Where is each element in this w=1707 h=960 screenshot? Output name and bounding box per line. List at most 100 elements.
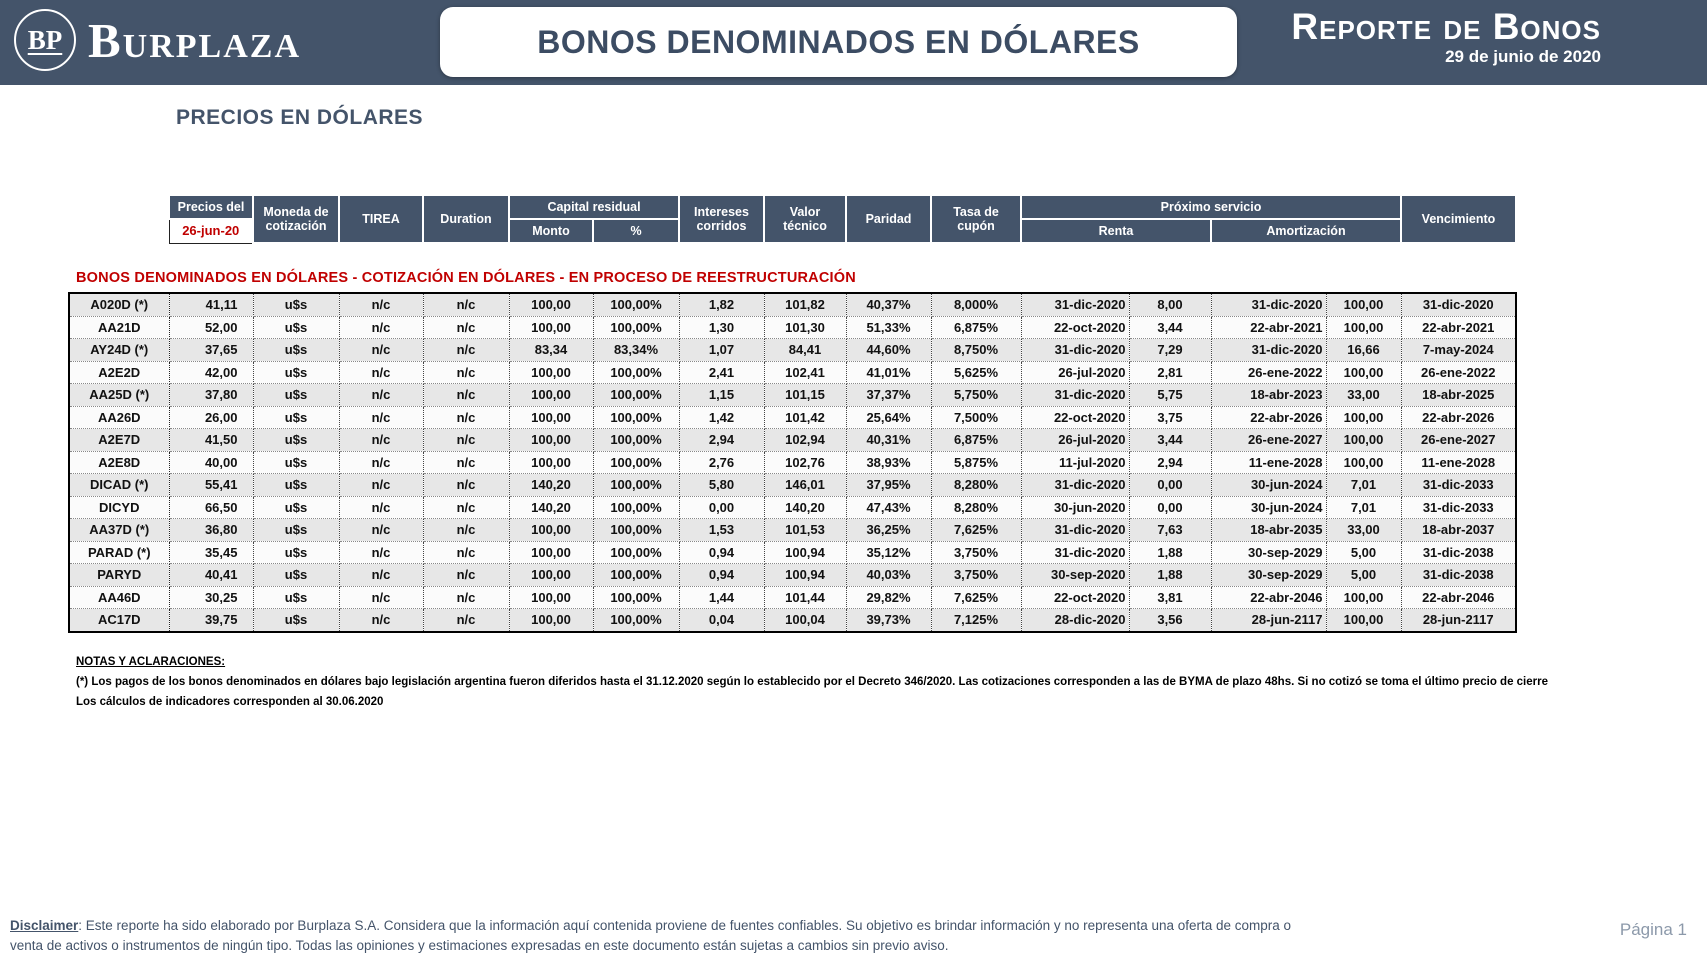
table-cell: 2,94 [1129,451,1212,474]
table-row: PARAD (*) 35,45 u$s n/c n/c 100,00 100,00% 0,94… [69,541,1517,564]
table-cell: 7,29 [1129,338,1212,362]
header-amortizacion: Amortización [1210,218,1402,244]
table-cell: n/c [423,563,510,587]
table-cell: 100,00% [593,293,680,317]
table-row: AY24D (*) 37,65 u$s n/c n/c 83,34 83,34% 1,07 84… [69,338,1517,362]
table-cell: 101,53 [764,518,847,542]
table-cell: n/c [339,361,424,384]
table-cell: 2,94 [679,428,765,452]
table-cell: 83,34% [593,338,680,362]
table-cell: 11-ene-2028 [1211,451,1327,474]
table-cell: n/c [339,563,424,587]
table-cell: 29,82% [846,586,932,609]
table-cell: 100,00 [509,361,594,384]
page-number: Página 1 [1619,920,1687,939]
table-cell: 31-dic-2020 [1021,541,1130,564]
table-cell: 7,625% [931,586,1022,609]
table-cell: 2,41 [679,361,765,384]
report-date: 29 de junio de 2020 [1445,46,1601,66]
header-precios-del: Precios del [168,194,254,220]
header-tasa-cupon: Tasa de cupón [930,194,1022,244]
table-cell: n/c [339,541,424,564]
table-cell: 1,42 [679,406,765,429]
table-cell: n/c [339,586,424,609]
table-cell: 7,01 [1326,473,1402,497]
table-row: AA26D 26,00 u$s n/c n/c 100,00 100,00% 1,42 101,… [69,406,1517,429]
bond-ticker-cell: DICAD (*) [69,473,170,497]
table-row: DICYD 66,50 u$s n/c n/c 140,20 100,00% 0,00 140,… [69,496,1517,519]
table-cell: 0,00 [1129,473,1212,497]
table-cell: 100,00% [593,316,680,339]
bond-ticker-cell: AA37D (*) [69,518,170,542]
header-proximo-servicio: Próximo servicio [1020,194,1402,220]
report-name: Reporte de Bonos [1291,6,1601,47]
table-row: AA37D (*) 36,80 u$s n/c n/c 100,00 100,00% 1,53… [69,518,1517,542]
table-group-title: BONOS DENOMINADOS EN DÓLARES - COTIZACIÓ… [76,270,856,286]
table-cell: n/c [423,586,510,609]
table-cell: u$s [253,451,340,474]
table-cell: u$s [253,361,340,384]
header-duration: Duration [422,194,510,244]
table-cell: 100,00% [593,586,680,609]
table-cell: 0,94 [679,563,765,587]
table-cell: 1,82 [679,293,765,317]
table-cell: 22-oct-2020 [1021,586,1130,609]
table-cell: 36,80 [169,518,254,542]
table-cell: 30-jun-2024 [1211,473,1327,497]
table-cell: 30-sep-2029 [1211,541,1327,564]
table-cell: 35,12% [846,541,932,564]
table-cell: 2,76 [679,451,765,474]
table-cell: 40,31% [846,428,932,452]
table-cell: 1,44 [679,586,765,609]
table-cell: 100,00 [1326,586,1402,609]
table-cell: 26-ene-2027 [1401,428,1517,452]
header-renta: Renta [1020,218,1212,244]
table-cell: n/c [423,316,510,339]
table-row: A2E8D 40,00 u$s n/c n/c 100,00 100,00% 2,76 102,… [69,451,1517,474]
table-cell: 3,75 [1129,406,1212,429]
table-cell: 101,82 [764,293,847,317]
table-cell: 100,00% [593,541,680,564]
table-cell: 22-abr-2046 [1401,586,1517,609]
table-cell: 5,00 [1326,541,1402,564]
table-cell: 25,64% [846,406,932,429]
header-valor-tecnico: Valor técnico [763,194,847,244]
header-capital-residual: Capital residual [508,194,680,220]
table-cell: n/c [423,541,510,564]
table-cell: 30-sep-2029 [1211,563,1327,587]
table-cell: 26-ene-2022 [1401,361,1517,384]
table-cell: 1,15 [679,383,765,407]
table-cell: 1,88 [1129,541,1212,564]
table-cell: 100,00 [509,451,594,474]
table-cell: 100,00% [593,383,680,407]
table-cell: 41,50 [169,428,254,452]
table-cell: 52,00 [169,316,254,339]
table-cell: 42,00 [169,361,254,384]
table-cell: 7,500% [931,406,1022,429]
table-cell: 16,66 [1326,338,1402,362]
table-cell: 6,875% [931,428,1022,452]
table-cell: 5,80 [679,473,765,497]
bond-ticker-cell: A020D (*) [69,293,170,317]
table-cell: n/c [423,406,510,429]
table-cell: 5,75 [1129,383,1212,407]
table-cell: u$s [253,428,340,452]
disclaimer-text: : Este reporte ha sido elaborado por Bur… [10,918,1292,954]
table-cell: 100,00 [509,383,594,407]
notes-title: NOTAS Y ACLARACIONES: [76,656,226,668]
table-cell: 41,01% [846,361,932,384]
table-cell: n/c [339,518,424,542]
disclaimer-label: Disclaimer [10,918,79,933]
table-cell: 1,07 [679,338,765,362]
table-cell: 5,875% [931,451,1022,474]
table-cell: 5,625% [931,361,1022,384]
bond-ticker-cell: AA26D [69,406,170,429]
table-cell: 30-jun-2020 [1021,496,1130,519]
table-cell: u$s [253,608,340,632]
table-cell: u$s [253,563,340,587]
table-cell: 51,33% [846,316,932,339]
table-row: AA46D 30,25 u$s n/c n/c 100,00 100,00% 1,44 101,… [69,586,1517,609]
table-cell: 5,00 [1326,563,1402,587]
table-cell: 37,95% [846,473,932,497]
table-row: A2E7D 41,50 u$s n/c n/c 100,00 100,00% 2,94 102,… [69,428,1517,452]
